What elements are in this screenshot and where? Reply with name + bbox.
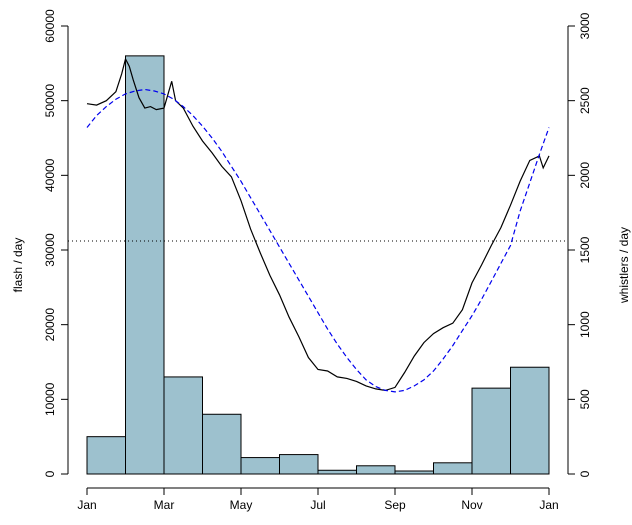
y-tick-label-right: 2000 — [578, 162, 592, 189]
x-tick-label: Nov — [461, 498, 482, 512]
whistlers-line — [86, 57, 550, 392]
x-tick-label: Jul — [310, 498, 325, 512]
histogram-bars — [86, 55, 550, 475]
y-tick-label-left: 60000 — [43, 9, 57, 43]
y-tick-label-left: 40000 — [43, 158, 57, 192]
bar — [240, 457, 280, 475]
bar — [510, 366, 550, 475]
y-tick-label-left: 20000 — [43, 308, 57, 342]
y-tick-label-right: 500 — [578, 389, 592, 409]
y-tick-label-right: 0 — [578, 470, 592, 477]
y-tick-label-right: 3000 — [578, 12, 592, 39]
bar — [317, 469, 357, 475]
y-tick-label-right: 1500 — [578, 236, 592, 263]
bar — [279, 454, 319, 475]
y-tick-label-left: 50000 — [43, 84, 57, 118]
bar — [202, 413, 242, 475]
x-tick-label: Mar — [154, 498, 175, 512]
y-axis-left: 0 10000 20000 30000 40000 50000 60000 — [43, 9, 69, 477]
bar — [471, 387, 511, 475]
y-tick-label-right: 2500 — [578, 87, 592, 114]
y-tick-label-left: 30000 — [43, 233, 57, 267]
bar — [394, 470, 434, 475]
x-tick-label: May — [230, 498, 253, 512]
y-tick-label-right: 1000 — [578, 311, 592, 338]
whistlers-fit-line — [86, 88, 550, 393]
bar — [163, 376, 203, 475]
x-tick-label: Jan — [539, 498, 558, 512]
bar — [86, 436, 126, 475]
bar — [433, 462, 473, 475]
x-axis: Jan Mar May Jul Sep Nov Jan — [77, 487, 559, 512]
y-axis-right: 0 500 1000 1500 2000 2500 3000 — [567, 12, 592, 477]
bar — [356, 465, 396, 475]
x-tick-label: Jan — [77, 498, 96, 512]
bar — [125, 55, 165, 475]
x-tick-label: Sep — [384, 498, 406, 512]
y-axis-right-label: whistlers / day — [617, 227, 631, 304]
y-tick-label-left: 0 — [43, 470, 57, 477]
y-axis-left-label: flash / day — [11, 238, 25, 293]
y-tick-label-left: 10000 — [43, 382, 57, 416]
